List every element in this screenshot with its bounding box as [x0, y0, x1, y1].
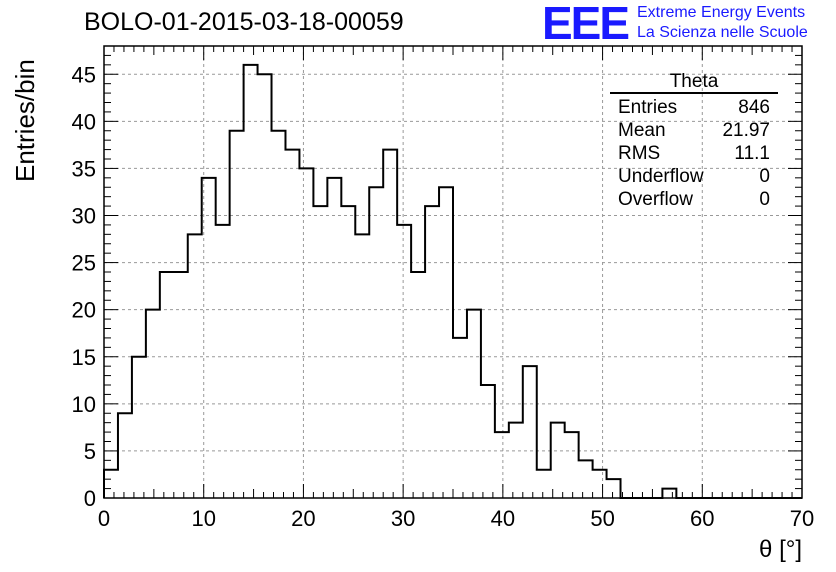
x-tick-label: 0	[98, 506, 110, 531]
x-tick-label: 70	[790, 506, 814, 531]
histogram-bin	[425, 206, 439, 498]
stats-row-entries: Entries 846	[610, 96, 778, 119]
stats-value: 0	[759, 189, 770, 210]
y-tick-label: 45	[72, 62, 96, 87]
histogram-bin	[174, 272, 188, 498]
logo-line-1: Extreme Energy Events	[637, 4, 806, 21]
x-tick-label: 20	[291, 506, 315, 531]
histogram-bin	[579, 460, 593, 498]
eee-logo: EEE	[542, 0, 630, 49]
histogram-bin	[188, 234, 202, 498]
stats-label: Overflow	[618, 189, 693, 210]
x-tick-label: 30	[391, 506, 415, 531]
histogram-bin	[411, 272, 425, 498]
histogram-bin	[216, 225, 230, 498]
histogram-bin	[397, 225, 411, 498]
stats-box: Theta Entries 846 Mean 21.97 RMS 11.1 Un…	[610, 72, 778, 211]
histogram-bin	[327, 178, 341, 498]
stats-row-overflow: Overflow 0	[610, 188, 778, 211]
histogram-bin	[537, 470, 551, 498]
stats-value: 21.97	[722, 120, 770, 141]
y-tick-label: 20	[72, 298, 96, 323]
histogram-bin	[551, 423, 565, 498]
plot-title: BOLO-01-2015-03-18-00059	[84, 8, 404, 36]
stats-value: 846	[738, 97, 770, 118]
histogram-bin	[272, 131, 286, 498]
y-tick-label: 5	[84, 439, 96, 464]
histogram-bin	[481, 385, 495, 498]
stats-label: Entries	[618, 97, 678, 118]
x-tick-label: 50	[590, 506, 614, 531]
y-tick-label: 35	[72, 156, 96, 181]
stats-value: 11.1	[734, 143, 770, 164]
histogram-bin	[285, 150, 299, 498]
y-tick-label: 25	[72, 251, 96, 276]
y-tick-label: 0	[84, 486, 96, 511]
y-tick-label: 10	[72, 392, 96, 417]
histogram-bin	[132, 357, 146, 498]
stats-label: Mean	[618, 120, 666, 141]
y-tick-label: 30	[72, 204, 96, 229]
x-tick-label: 40	[491, 506, 515, 531]
stats-row-mean: Mean 21.97	[610, 119, 778, 142]
logo-line-2: La Scienza nelle Scuole	[637, 24, 808, 41]
stats-label: RMS	[618, 143, 661, 164]
histogram-bin	[341, 206, 355, 498]
histogram-bin	[118, 413, 132, 498]
y-tick-label: 15	[72, 345, 96, 370]
histogram-bin	[244, 65, 258, 498]
histogram-bin	[662, 489, 676, 498]
x-tick-label: 10	[191, 506, 215, 531]
histogram-bin	[258, 74, 272, 498]
histogram-bin	[299, 168, 313, 498]
x-tick-label: 60	[690, 506, 714, 531]
histogram-bin	[355, 234, 369, 498]
histogram-bin	[509, 423, 523, 498]
histogram-bin	[230, 131, 244, 498]
y-axis-label: Entries/bin	[10, 59, 40, 182]
x-axis-label: θ [°]	[759, 536, 802, 563]
histogram-bin	[565, 432, 579, 498]
histogram-bin	[453, 338, 467, 498]
y-tick-label: 40	[72, 109, 96, 134]
histogram-bin	[160, 272, 174, 498]
stats-value: 0	[759, 166, 770, 187]
stats-row-rms: RMS 11.1	[610, 142, 778, 165]
histogram-bin	[607, 479, 621, 498]
histogram-bin	[313, 206, 327, 498]
histogram-bin	[523, 366, 537, 498]
histogram-bin	[104, 470, 118, 498]
histogram-bin	[495, 432, 509, 498]
histogram-bin	[383, 150, 397, 498]
axes: 0 10 20 30 40 50 60 70 0 5 10 15 20 25 30 35 40 45	[72, 45, 814, 531]
stats-title: Theta	[610, 72, 778, 94]
stats-row-underflow: Underflow 0	[610, 165, 778, 188]
stats-label: Underflow	[618, 166, 704, 187]
histogram-bin	[593, 470, 607, 498]
